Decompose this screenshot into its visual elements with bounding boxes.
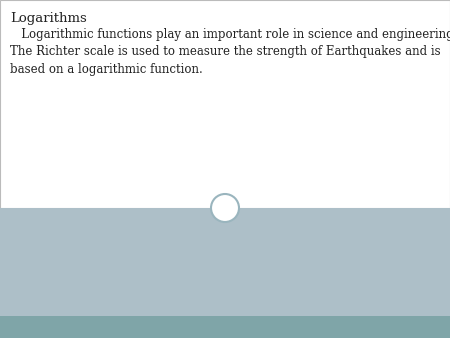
Bar [0, 0, 450, 208]
Circle shape [211, 194, 239, 222]
Text: Logarithmic functions play an important role in science and engineering.
The Ric: Logarithmic functions play an important … [10, 28, 450, 76]
Text: Logarithms: Logarithms [10, 12, 87, 25]
Bar [0, 0, 450, 208]
Bar [0, 208, 450, 316]
Bar [0, 316, 450, 338]
